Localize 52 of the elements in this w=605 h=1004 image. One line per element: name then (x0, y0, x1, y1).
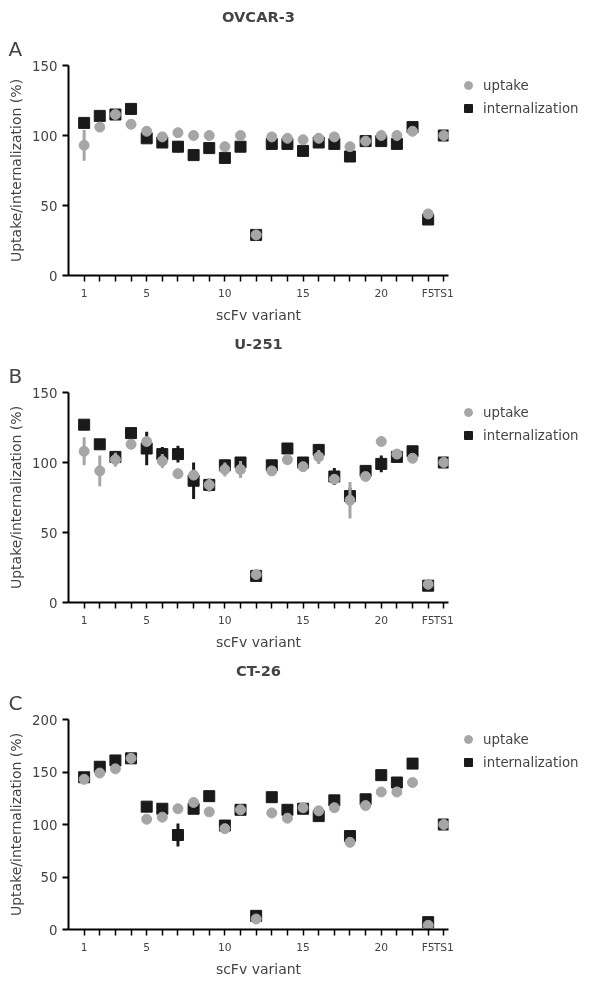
y-tick-label: 0 (49, 922, 58, 938)
legend-label: uptake (483, 404, 529, 420)
y-tick-label: 150 (32, 58, 58, 74)
x-tick-label: 1 (80, 286, 88, 300)
x-tick-label: 5 (143, 286, 151, 300)
y-tick-label: 100 (32, 817, 58, 833)
legend-label: internalization (483, 754, 579, 770)
y-tick-label: 50 (40, 198, 58, 214)
x-tick-label: 1 (80, 940, 88, 954)
x-tick-label: 5 (143, 613, 151, 627)
text: C (8, 690, 23, 715)
legend-label: internalization (483, 100, 579, 116)
text: B (8, 363, 23, 388)
x-tick-label: 1 (80, 613, 88, 627)
legend-label: uptake (483, 77, 529, 93)
x-tick-label: F5 (421, 286, 435, 300)
x-tick-label: F5 (421, 613, 435, 627)
y-tick-label: 0 (49, 595, 58, 611)
x-axis-title: scFv variant (215, 960, 302, 977)
y-tick-label: 100 (32, 128, 58, 144)
y-tick-label: 50 (40, 525, 58, 541)
y-tick-label: 150 (32, 765, 58, 780)
y-axis-title: Uptake/internalization (%) (8, 78, 25, 263)
y-tick-label: 50 (40, 870, 58, 885)
chart-title: CT-26 (235, 661, 282, 679)
y-tick-label: 200 (32, 712, 58, 728)
legend-label: internalization (483, 427, 579, 443)
x-tick-label: F5 (421, 940, 435, 954)
x-tick-label: TS1 (432, 286, 454, 300)
x-tick-label: 20 (374, 613, 389, 627)
x-tick-label: 15 (296, 286, 310, 300)
chart-title: U-251 (234, 334, 283, 352)
y-axis-title: Uptake/internalization (%) (8, 405, 25, 590)
x-tick-label: 10 (218, 613, 232, 627)
y-tick-label: 150 (32, 385, 58, 401)
x-axis-title: scFv variant (215, 633, 302, 650)
legend-label: uptake (483, 731, 529, 747)
x-tick-label: 15 (296, 940, 310, 954)
text: A (8, 36, 23, 61)
x-tick-label: 10 (218, 286, 232, 300)
chart-title: OVCAR-3 (221, 7, 296, 25)
y-tick-label: 0 (49, 268, 58, 284)
x-tick-label: 10 (218, 940, 232, 954)
x-tick-label: 20 (374, 940, 389, 954)
x-tick-label: TS1 (432, 940, 454, 954)
x-tick-label: 5 (143, 940, 151, 954)
x-tick-label: 20 (374, 286, 389, 300)
x-axis-title: scFv variant (215, 306, 302, 323)
y-axis-title: Uptake/internalization (%) (8, 732, 25, 917)
y-tick-label: 100 (32, 455, 58, 471)
x-tick-label: 15 (296, 613, 310, 627)
x-tick-label: TS1 (432, 613, 454, 627)
